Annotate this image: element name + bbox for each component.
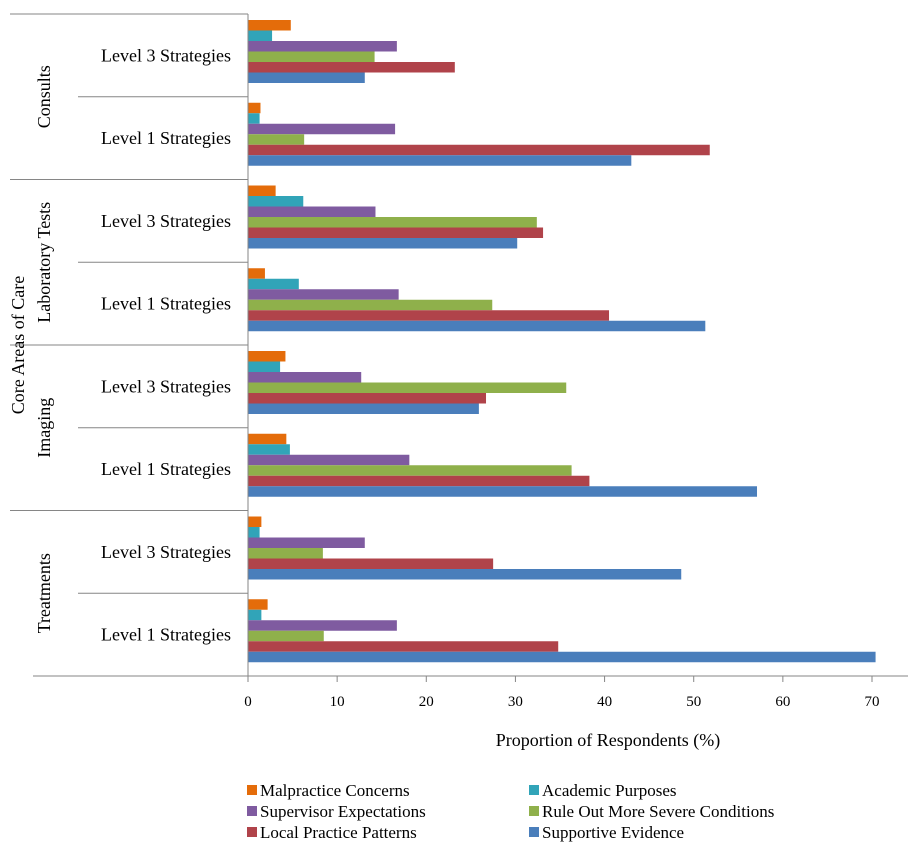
bar-local-practice-patterns-3 <box>248 227 544 238</box>
y-axis-title: Core Areas of Care <box>8 276 28 414</box>
category-label-5: Level 3 Strategies <box>101 376 231 396</box>
group-labels-layer: Consults Laboratory Tests Imaging Treatment… <box>34 65 54 633</box>
legend-label-supervisor-expectations: Supervisor Expectations <box>260 802 426 821</box>
bar-academic-purposes-6 <box>248 444 290 455</box>
legend-swatch-rule-out-more-severe-conditions <box>529 806 539 816</box>
bar-malpractice-concerns-7 <box>248 516 262 527</box>
bar-supervisor-expectations-6 <box>248 454 410 466</box>
bar-academic-purposes-2 <box>248 113 260 124</box>
x-tick-label-10: 10 <box>330 694 345 710</box>
bar-malpractice-concerns-4 <box>248 268 265 279</box>
group-label-treatments: Treatments <box>34 553 54 633</box>
category-label-8: Level 1 Strategies <box>101 625 231 645</box>
x-tick-label-30: 30 <box>508 694 523 710</box>
legend-swatch-local-practice-patterns <box>247 827 257 837</box>
x-tick-label-50: 50 <box>686 694 701 710</box>
bar-rule-out-more-severe-conditions-3 <box>248 217 537 228</box>
bar-rule-out-more-severe-conditions-7 <box>248 548 323 559</box>
bar-supervisor-expectations-7 <box>248 537 365 548</box>
category-label-6: Level 1 Strategies <box>101 459 231 479</box>
x-tick-label-60: 60 <box>775 694 790 710</box>
legend-label-local-practice-patterns: Local Practice Patterns <box>260 823 417 842</box>
bar-supervisor-expectations-5 <box>248 372 362 383</box>
bar-supportive-evidence-4 <box>248 320 706 332</box>
bar-local-practice-patterns-6 <box>248 475 590 487</box>
bar-malpractice-concerns-8 <box>248 599 268 610</box>
bar-malpractice-concerns-1 <box>248 20 291 31</box>
bar-academic-purposes-8 <box>248 609 262 621</box>
legend-swatch-academic-purposes <box>529 785 539 795</box>
bar-supportive-evidence-8 <box>248 651 876 663</box>
bar-supervisor-expectations-4 <box>248 289 399 300</box>
group-label-imaging: Imaging <box>34 398 54 458</box>
bar-local-practice-patterns-7 <box>248 558 494 569</box>
bar-malpractice-concerns-6 <box>248 433 287 445</box>
bar-local-practice-patterns-8 <box>248 641 559 652</box>
legend-label-supportive-evidence: Supportive Evidence <box>542 823 684 842</box>
legend-swatch-malpractice-concerns <box>247 785 257 795</box>
group-label-consults: Consults <box>34 65 54 128</box>
bar-supportive-evidence-1 <box>248 72 365 83</box>
bar-malpractice-concerns-5 <box>248 351 286 362</box>
bar-rule-out-more-severe-conditions-4 <box>248 299 493 311</box>
category-label-2: Level 1 Strategies <box>101 128 231 148</box>
category-label-1: Level 3 Strategies <box>101 45 231 65</box>
bar-supervisor-expectations-8 <box>248 620 397 631</box>
legend-label-malpractice-concerns: Malpractice Concerns <box>260 781 410 800</box>
bar-supportive-evidence-2 <box>248 155 632 166</box>
bar-academic-purposes-3 <box>248 196 304 207</box>
category-label-4: Level 1 Strategies <box>101 294 231 314</box>
bar-rule-out-more-severe-conditions-6 <box>248 465 572 476</box>
bar-supportive-evidence-5 <box>248 403 479 414</box>
x-tick-label-0: 0 <box>244 694 252 710</box>
bar-local-practice-patterns-4 <box>248 310 610 321</box>
legend-label-academic-purposes: Academic Purposes <box>542 781 677 800</box>
x-ticks-layer: 0 10 20 30 40 50 60 70 <box>244 676 880 710</box>
x-tick-label-70: 70 <box>865 694 880 710</box>
bar-local-practice-patterns-5 <box>248 393 487 404</box>
bar-local-practice-patterns-2 <box>248 144 710 156</box>
category-label-3: Level 3 Strategies <box>101 211 231 231</box>
bar-supervisor-expectations-3 <box>248 206 376 217</box>
legend-label-rule-out-more-severe-conditions: Rule Out More Severe Conditions <box>542 802 774 821</box>
bar-local-practice-patterns-1 <box>248 62 455 73</box>
bar-academic-purposes-5 <box>248 361 281 372</box>
x-axis-title: Proportion of Respondents (%) <box>496 730 720 751</box>
bar-supportive-evidence-3 <box>248 238 518 249</box>
bar-supportive-evidence-6 <box>248 486 758 497</box>
bar-academic-purposes-1 <box>248 30 273 41</box>
bar-rule-out-more-severe-conditions-5 <box>248 382 567 393</box>
legend-swatch-supportive-evidence <box>529 827 539 837</box>
x-tick-label-20: 20 <box>419 694 434 710</box>
bar-academic-purposes-7 <box>248 527 260 538</box>
category-label-7: Level 3 Strategies <box>101 542 231 562</box>
legend: Malpractice Concerns Academic Purposes Sup… <box>247 781 774 842</box>
bar-supportive-evidence-7 <box>248 569 682 580</box>
bar-rule-out-more-severe-conditions-1 <box>248 51 375 62</box>
bar-malpractice-concerns-2 <box>248 102 261 114</box>
bar-supervisor-expectations-1 <box>248 41 397 52</box>
x-tick-label-40: 40 <box>597 694 612 710</box>
bar-rule-out-more-severe-conditions-8 <box>248 630 324 642</box>
bars-layer <box>248 20 876 663</box>
bar-supervisor-expectations-2 <box>248 123 396 135</box>
bar-malpractice-concerns-3 <box>248 185 276 196</box>
legend-swatch-supervisor-expectations <box>247 806 257 816</box>
bar-academic-purposes-4 <box>248 278 299 290</box>
category-labels-layer: Level 3 Strategies Level 1 Strategies Leve… <box>10 45 248 645</box>
bar-rule-out-more-severe-conditions-2 <box>248 134 305 145</box>
group-label-laboratory-tests: Laboratory Tests <box>34 202 54 323</box>
